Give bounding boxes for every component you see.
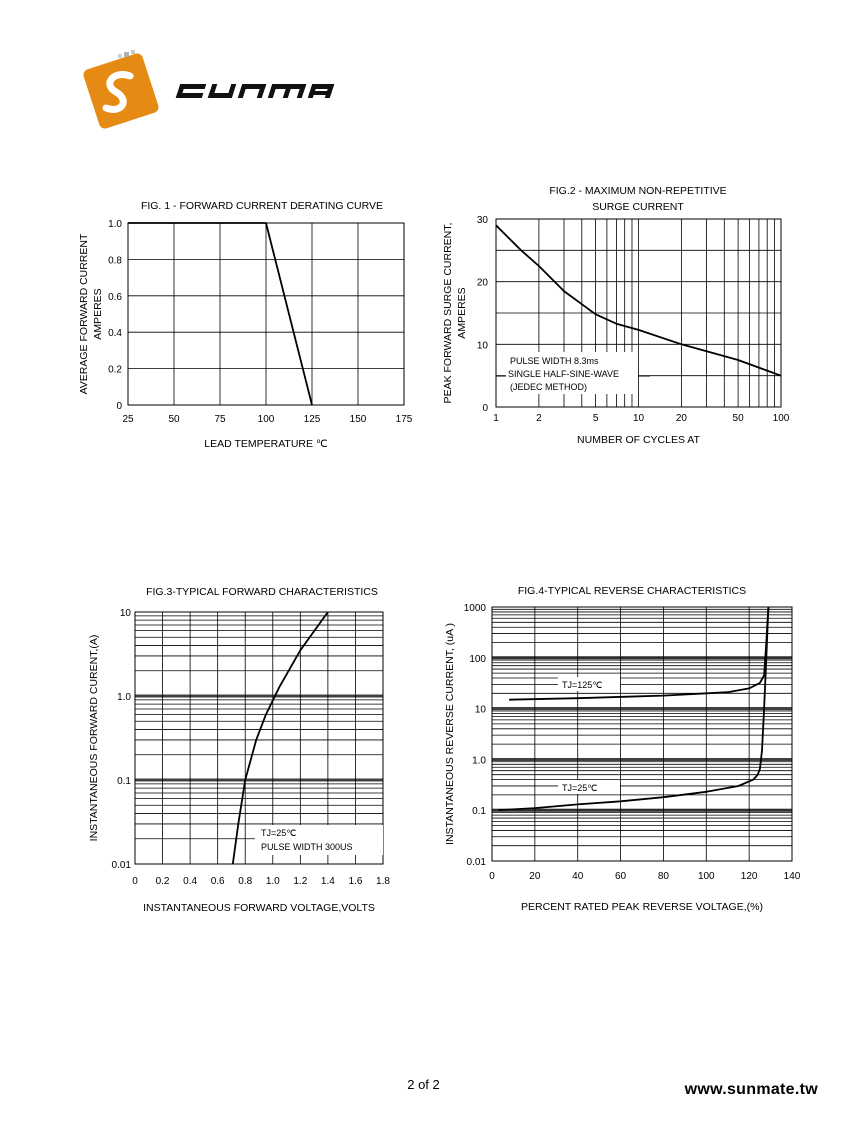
plot-frame [134, 611, 384, 865]
series-line [498, 606, 770, 812]
x-axis-label: PERCENT RATED PEAK REVERSE VOLTAGE,(%) [521, 901, 763, 913]
annotation-text: TJ=25℃ [261, 828, 296, 838]
series-label-box [558, 780, 620, 794]
x-tick-label: 80 [658, 871, 670, 882]
logo-wordmark [175, 84, 335, 98]
x-tick-label: 40 [572, 871, 584, 882]
chart-1: 0 0.2 0.4 0.6 0.8 1.0 25 50 75 100 125 150 175 FIG. 1… [78, 200, 413, 450]
x-tick-label: 50 [168, 414, 180, 425]
y-tick-label: 10 [120, 608, 132, 619]
series-label: TJ=125℃ [562, 680, 602, 690]
x-tick-label: 100 [698, 871, 715, 882]
y-tick-label: 10 [475, 705, 487, 716]
chart-2: PULSE WIDTH 8.3ms SINGLE HALF-SINE-WAVE (J… [442, 185, 790, 446]
y-tick-label: 0.01 [467, 857, 487, 868]
grid [492, 607, 792, 861]
x-tick-label: 75 [214, 414, 226, 425]
y-tick-label: 0 [116, 401, 122, 412]
y-tick-label: 10 [477, 340, 489, 351]
y-axis-label: INSTANTANEOUS REVERSE CURRENT, (uA ) [444, 623, 456, 845]
annotation-text: SINGLE HALF-SINE-WAVE [508, 369, 619, 379]
x-axis-label: INSTANTANEOUS FORWARD VOLTAGE,VOLTS [143, 902, 375, 914]
series-line [231, 611, 329, 865]
series-line [495, 224, 782, 377]
annotation-text: PULSE WIDTH 8.3ms [510, 356, 599, 366]
x-tick-label: 0 [132, 876, 138, 887]
x-tick-label: 20 [529, 871, 541, 882]
series-label-box [558, 677, 620, 691]
x-tick-label: 20 [676, 413, 688, 424]
x-tick-label: 100 [773, 413, 790, 424]
y-tick-label: 0.01 [112, 860, 132, 871]
y-tick-label: 0.2 [108, 365, 122, 376]
y-tick-label: 1.0 [117, 692, 131, 703]
x-axis-label: NUMBER OF CYCLES AT [577, 434, 700, 446]
y-tick-label: 1.0 [108, 219, 122, 230]
y-tick-label: 0.8 [108, 255, 122, 266]
sunmate-logo [83, 50, 335, 129]
chart-4: TJ=125℃ TJ=25℃ 0.01 0.1 1.0 10 100 1000 0 20 40 60 8… [444, 585, 801, 913]
x-tick-label: 0.6 [211, 876, 225, 887]
series-label: TJ=25℃ [562, 783, 597, 793]
x-tick-label: 120 [741, 871, 758, 882]
page-number: 2 of 2 [407, 1077, 440, 1092]
grid [496, 219, 781, 407]
y-tick-label: 1.0 [472, 755, 486, 766]
annotation-text: (JEDEC METHOD) [510, 382, 587, 392]
x-tick-label: 140 [784, 871, 801, 882]
x-tick-label: 125 [304, 414, 321, 425]
x-tick-label: 0.4 [183, 876, 197, 887]
x-tick-label: 0 [489, 871, 495, 882]
y-axis-label: INSTANTANEOUS FORWARD CURENT,(A) [88, 635, 100, 842]
x-tick-label: 1.8 [376, 876, 390, 887]
x-tick-label: 1 [493, 413, 499, 424]
plot-frame [495, 218, 782, 408]
x-tick-label: 10 [633, 413, 645, 424]
y-tick-label: 100 [469, 654, 486, 665]
x-tick-label: 60 [615, 871, 627, 882]
x-tick-label: 0.2 [156, 876, 170, 887]
website-url: www.sunmate.tw [684, 1081, 818, 1098]
chart-title: FIG.2 - MAXIMUM NON-REPETITIVE [549, 185, 726, 197]
annotation-text: PULSE WIDTH 300US [261, 842, 353, 852]
chart-title: FIG.3-TYPICAL FORWARD CHARACTERISTICS [146, 586, 378, 598]
y-tick-label: 20 [477, 278, 489, 289]
logo-mark [83, 50, 159, 129]
y-axis-label: AMPERES [456, 287, 468, 338]
y-tick-label: 0.1 [117, 776, 131, 787]
y-tick-label: 0.1 [472, 806, 486, 817]
chart-title: SURGE CURRENT [592, 201, 684, 213]
y-tick-label: 0.4 [108, 328, 122, 339]
grid [128, 223, 404, 405]
plot-frame [491, 606, 793, 862]
y-tick-label: 1000 [464, 603, 487, 614]
x-tick-label: 2 [536, 413, 542, 424]
y-axis-label: PEAK FORWARD SURGE CURRENT, [442, 223, 454, 404]
x-tick-label: 5 [593, 413, 599, 424]
chart-title: FIG.4-TYPICAL REVERSE CHARACTERISTICS [518, 585, 746, 597]
y-axis-label: AVERAGE FORWARD CURRENT [78, 233, 90, 394]
x-tick-label: 25 [122, 414, 134, 425]
x-axis-label: LEAD TEMPERATURE ℃ [204, 438, 328, 450]
x-tick-label: 100 [258, 414, 275, 425]
y-axis-label: AMPERES [92, 288, 104, 339]
x-tick-label: 150 [350, 414, 367, 425]
y-tick-label: 0.6 [108, 292, 122, 303]
x-tick-label: 1.6 [348, 876, 362, 887]
x-tick-label: 1.4 [321, 876, 335, 887]
x-tick-label: 1.2 [293, 876, 307, 887]
annotation-box [255, 825, 383, 855]
annotation-box [506, 352, 638, 394]
series-line [509, 606, 770, 701]
x-tick-label: 175 [396, 414, 413, 425]
chart-3: TJ=25℃ PULSE WIDTH 300US 0.01 0.1 1.0 10 0 0.2 0… [88, 586, 390, 914]
y-tick-label: 0 [482, 403, 488, 414]
y-tick-label: 30 [477, 215, 489, 226]
series-line [128, 222, 313, 406]
chart-title: FIG. 1 - FORWARD CURRENT DERATING CURVE [141, 200, 383, 212]
x-tick-label: 0.8 [238, 876, 252, 887]
x-tick-label: 1.0 [266, 876, 280, 887]
x-tick-label: 50 [733, 413, 745, 424]
